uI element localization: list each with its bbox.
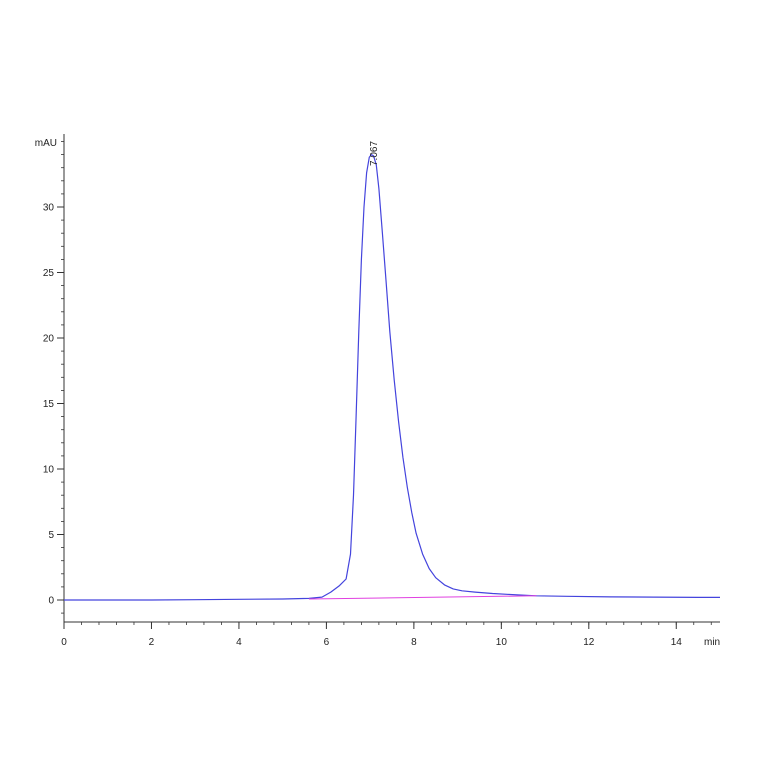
x-tick-label: 4 bbox=[236, 637, 242, 648]
x-tick-label: 2 bbox=[149, 637, 155, 648]
y-tick-label: 30 bbox=[43, 203, 55, 214]
y-tick-label: 5 bbox=[48, 530, 54, 541]
x-tick-label: 6 bbox=[324, 637, 330, 648]
y-tick-label: 15 bbox=[43, 399, 55, 410]
y-tick-label: 25 bbox=[43, 268, 55, 279]
x-tick-label: 8 bbox=[411, 637, 417, 648]
y-tick-label: 0 bbox=[48, 596, 54, 607]
x-tick-label: 0 bbox=[61, 637, 67, 648]
x-axis-label: min bbox=[704, 637, 720, 648]
y-tick-label: 10 bbox=[43, 465, 55, 476]
peak-label: 7.067 bbox=[369, 141, 380, 166]
x-tick-label: 10 bbox=[496, 637, 508, 648]
signal-trace bbox=[64, 154, 720, 601]
x-tick-label: 14 bbox=[671, 637, 683, 648]
y-axis-label: mAU bbox=[35, 138, 57, 149]
y-tick-label: 20 bbox=[43, 334, 55, 345]
baseline-trace bbox=[308, 595, 537, 600]
x-tick-label: 12 bbox=[583, 637, 595, 648]
